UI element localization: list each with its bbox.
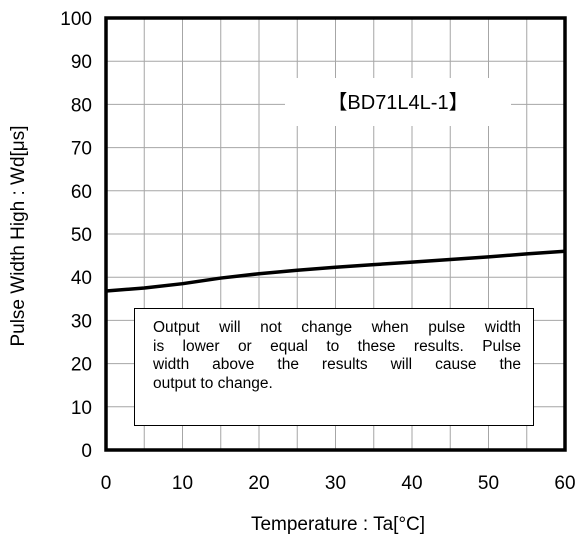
y-tick-label: 90	[71, 52, 92, 73]
y-tick-label: 50	[71, 225, 92, 246]
plot-frame	[104, 16, 567, 452]
device-label-text: 【BD71L4L-1】	[327, 92, 468, 114]
y-tick-label: 0	[81, 441, 92, 462]
note-line: Output will not change when pulse width	[153, 319, 521, 336]
y-tick-label: 30	[71, 311, 92, 332]
note-line: output to change.	[153, 374, 273, 392]
y-tick-labels: 0 10 20 30 40 50 60 70 80 90 100	[60, 9, 92, 462]
note-line: is lower or equal to these results. Puls…	[153, 337, 521, 355]
x-tick-label: 20	[248, 473, 269, 494]
series-group	[105, 249, 566, 293]
y-axis-title: Pulse Width High : Wd[μs]	[8, 125, 29, 346]
x-tick-label: 0	[101, 473, 112, 494]
x-tick-label: 50	[478, 473, 499, 494]
note-box: Output will not change when pulse width …	[134, 308, 534, 426]
y-tick-label: 20	[71, 355, 92, 376]
x-tick-label: 60	[554, 473, 575, 494]
y-tick-label: 10	[71, 398, 92, 419]
note-line: width above the results will cause the	[153, 356, 521, 373]
y-tick-label: 60	[71, 182, 92, 203]
y-tick-label: 70	[71, 139, 92, 160]
x-tick-labels: 0 10 20 30 40 50 60	[101, 473, 576, 494]
y-tick-label: 100	[60, 9, 92, 30]
x-tick-label: 30	[325, 473, 346, 494]
x-tick-label: 40	[401, 473, 422, 494]
device-label: 【BD71L4L-1】	[285, 78, 511, 126]
x-tick-label: 10	[172, 473, 193, 494]
x-axis-title: Temperature : Ta[°C]	[251, 514, 425, 535]
series-line	[105, 249, 566, 293]
y-tick-label: 40	[71, 268, 92, 289]
y-tick-label: 80	[71, 95, 92, 116]
